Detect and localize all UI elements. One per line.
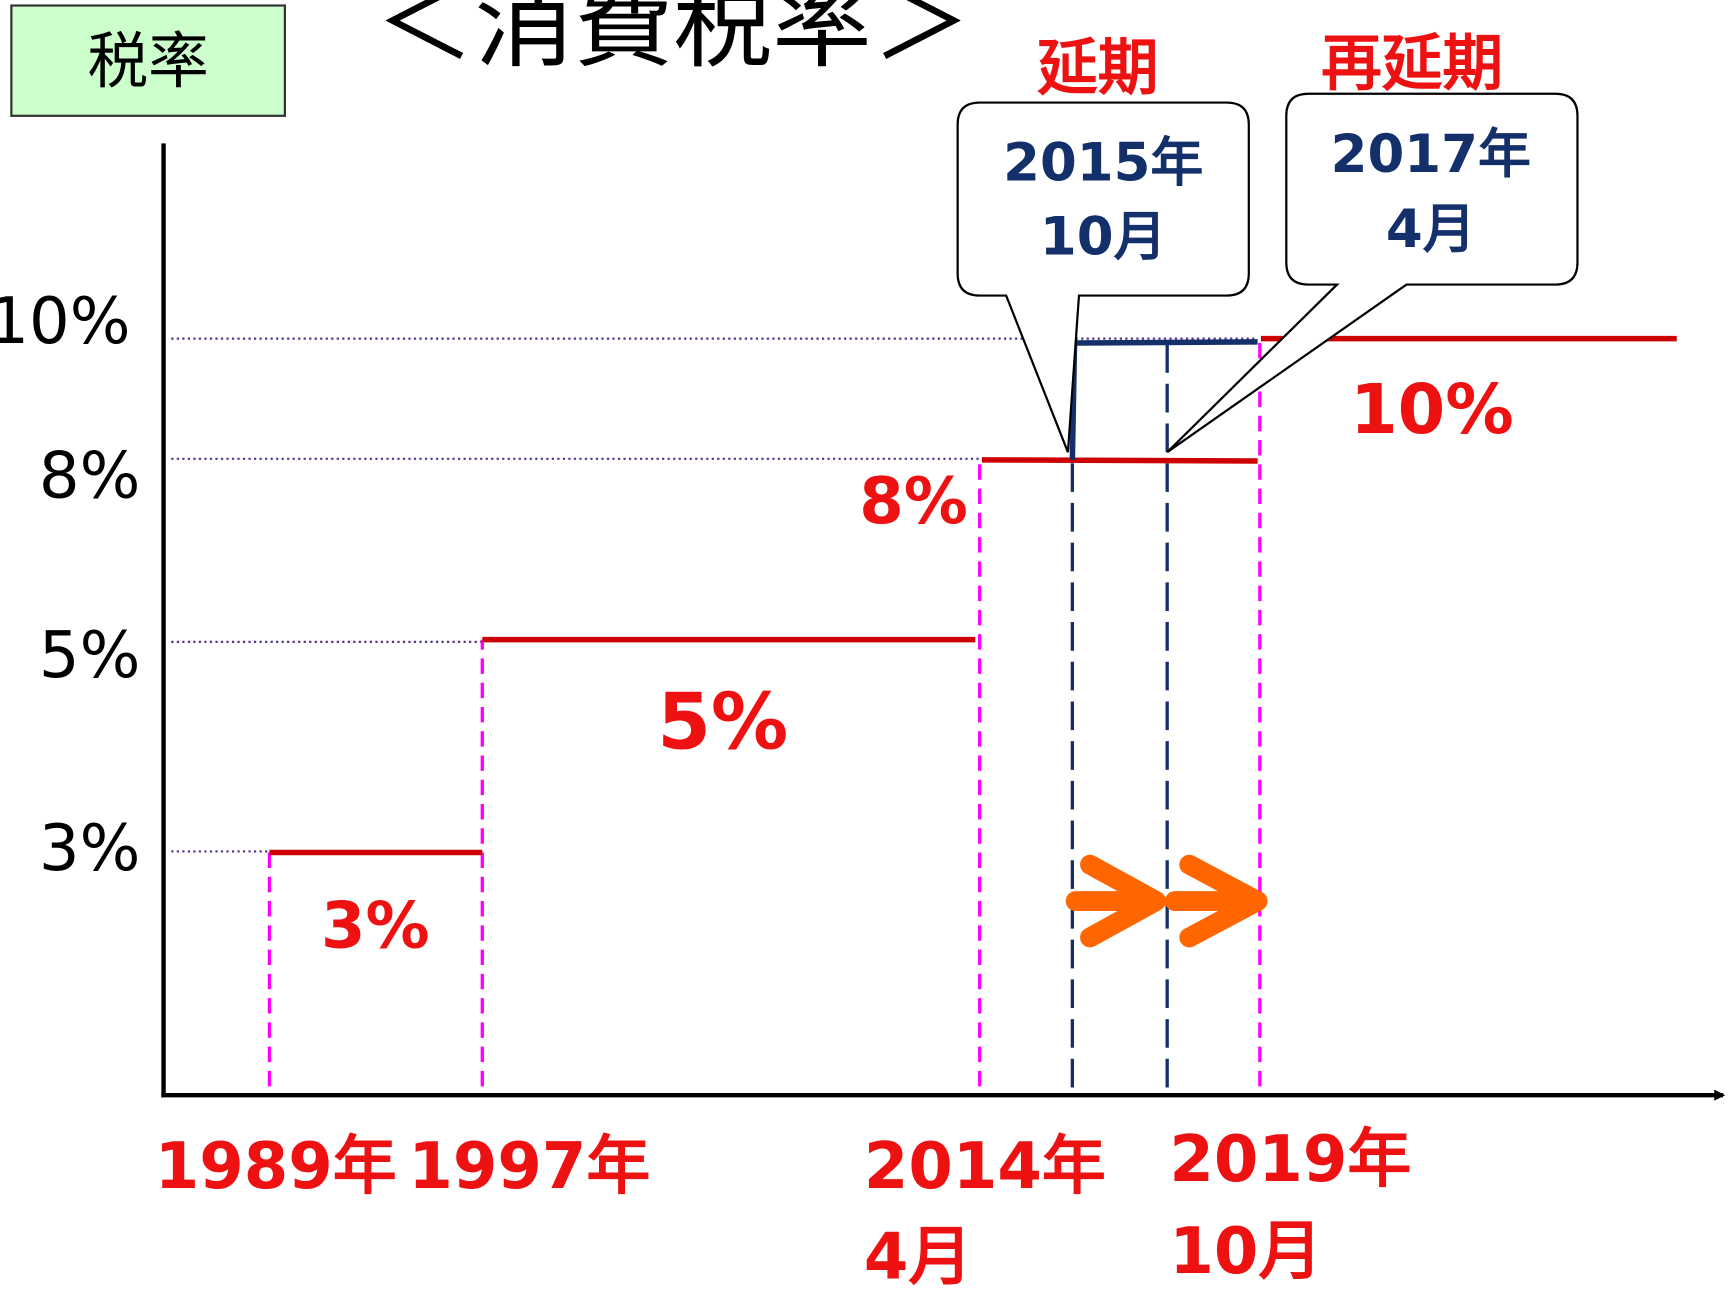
x-label: 2014年 [864,1130,1106,1204]
y-label: 3% [39,812,140,886]
callout-text: 10月 [1040,207,1167,268]
step [981,457,1258,464]
badge: 税率 [87,27,208,97]
x-label: 2019年 [1169,1123,1411,1197]
guides [171,337,1258,853]
delay-heading: 再延期 [1321,29,1503,99]
arrow-head [1179,854,1268,948]
rate-label: 3% [321,889,430,963]
title: ＜消費税率＞ [375,0,971,82]
callout-text: 2017年 [1331,124,1531,185]
callout [956,101,1250,453]
y-label: 10% [0,285,130,359]
x-label: 1989年 [155,1130,397,1204]
delay-arrows [1065,854,1268,948]
rate-label: 8% [859,465,968,539]
period-lines [267,338,1262,1087]
y-label: 5% [39,619,140,693]
steps [269,335,1677,856]
x-label: 10月 [1169,1215,1322,1289]
plan-lines [1070,344,1169,1096]
callout [1166,92,1579,454]
rate-label: 5% [657,677,788,767]
x-label: 4月 [864,1220,972,1294]
arrow-head [1080,854,1167,948]
callout-text: 2015年 [1003,133,1203,194]
y-label: 8% [39,439,140,513]
badge-box [10,4,286,117]
x-label: 1997年 [408,1130,650,1204]
callout-text: 4月 [1386,199,1476,260]
delay-heading: 延期 [1037,33,1158,103]
rate-label: 10% [1350,371,1514,450]
